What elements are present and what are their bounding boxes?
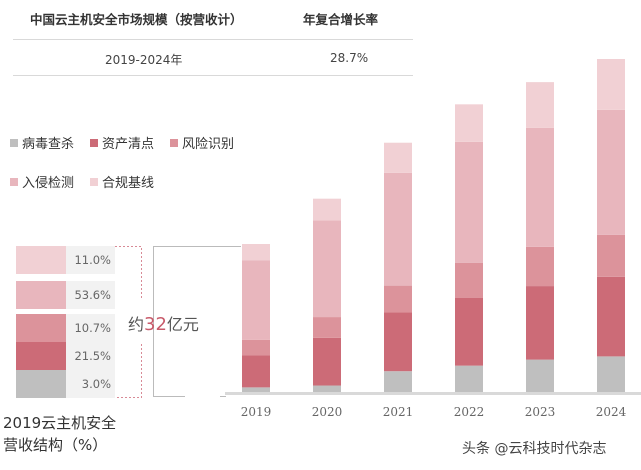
x-axis-line [225,392,641,395]
legend-label: 资产清点 [102,137,155,152]
bar-segment-2021-病毒查杀 [384,371,412,392]
bar-segment-2019-入侵检测 [242,260,270,340]
dotted-bracket [115,246,142,398]
bar-segment-2023-入侵检测 [526,127,554,247]
x-tick-labels: 2019 2020 2021 2022 2023 2024 [241,405,627,419]
legend-item: 病毒查杀 [10,133,74,152]
bar-segment-2022-合规基线 [455,104,483,142]
bar-segment-2021-资产清点 [384,312,412,372]
bar-segment-2021-合规基线 [384,142,412,173]
structure-caption: 营收结构（%） [3,436,108,454]
structure-box-asset [16,342,66,370]
bar-segment-2020-入侵检测 [313,220,341,318]
legend-label: 风险识别 [182,137,235,152]
structure-box-compliance [16,246,66,274]
bar-segment-2023-合规基线 [526,82,554,128]
bar-segment-2022-入侵检测 [455,141,483,263]
table-divider [13,75,413,76]
x-tick-label: 2021 [383,405,414,419]
x-tick-label: 2023 [525,405,556,419]
bar-segment-2024-资产清点 [597,276,625,357]
bar-segment-2021-入侵检测 [384,172,412,286]
legend-swatch [10,138,18,147]
x-tick-label: 2022 [454,405,485,419]
total-suffix: 亿元 [166,315,199,334]
legend-label: 病毒查杀 [22,137,75,152]
bar-segment-2019-资产清点 [242,355,270,388]
brackets [115,246,241,398]
bar-segment-2023-病毒查杀 [526,359,554,392]
bar-segment-2020-资产清点 [313,337,341,386]
bar-segment-2021-风险识别 [384,285,412,313]
total-number: 32 [144,314,167,335]
legend-item: 入侵检测 [10,172,74,191]
bar-segment-2024-合规基线 [597,59,625,110]
structure-box-intrusion [16,281,66,309]
structure-label: 3.0% [66,370,115,398]
x-tick-label: 2020 [312,405,343,419]
x-tick-label: 2024 [596,405,627,419]
legend-swatch [10,177,18,186]
legend-item: 合规基线 [90,172,154,191]
legend-item: 风险识别 [170,133,234,152]
legend-item: 资产清点 [90,133,154,152]
table-cell-period: 2019-2024年 [105,53,183,67]
bar-segment-2024-病毒查杀 [597,356,625,392]
connector-bracket [153,246,241,397]
watermark: 头条 @云科技时代杂志 [462,441,607,457]
legend-swatch [90,138,98,147]
total-2019-label: 约32亿元 [128,311,199,335]
x-tick-label: 2019 [241,405,272,419]
structure-label: 11.0% [66,246,115,274]
bar-segment-2023-风险识别 [526,246,554,287]
bars [242,59,625,392]
bar-segment-2019-风险识别 [242,339,270,356]
bar-segment-2020-风险识别 [313,317,341,338]
bar-segment-2022-病毒查杀 [455,365,483,392]
total-prefix: 约 [128,315,145,334]
bar-segment-2019-合规基线 [242,244,270,261]
bar-segment-2022-风险识别 [455,262,483,298]
bar-segment-2019-病毒查杀 [242,387,270,392]
bar-segment-2022-资产清点 [455,297,483,366]
bar-segment-2020-病毒查杀 [313,385,341,392]
bar-segment-2024-入侵检测 [597,109,625,235]
structure-label: 21.5% [66,342,115,370]
table-divider [13,39,413,40]
legend-swatch [90,177,98,186]
structure-box-virus [16,370,66,398]
table-header-market: 中国云主机安全市场规模（按营收计） [30,12,243,27]
legend-swatch [170,138,178,147]
structure-box-risk [16,314,66,342]
bar-segment-2023-资产清点 [526,286,554,360]
table-cell-cagr: 28.7% [330,51,369,65]
table-header-cagr: 年复合增长率 [303,12,379,27]
structure-label: 53.6% [66,281,115,309]
structure-caption: 2019云主机安全 [3,414,117,432]
bar-segment-2020-合规基线 [313,198,341,221]
legend-label: 入侵检测 [22,176,75,191]
bar-segment-2024-风险识别 [597,234,625,277]
structure-label: 10.7% [66,314,115,342]
legend-label: 合规基线 [102,176,155,191]
